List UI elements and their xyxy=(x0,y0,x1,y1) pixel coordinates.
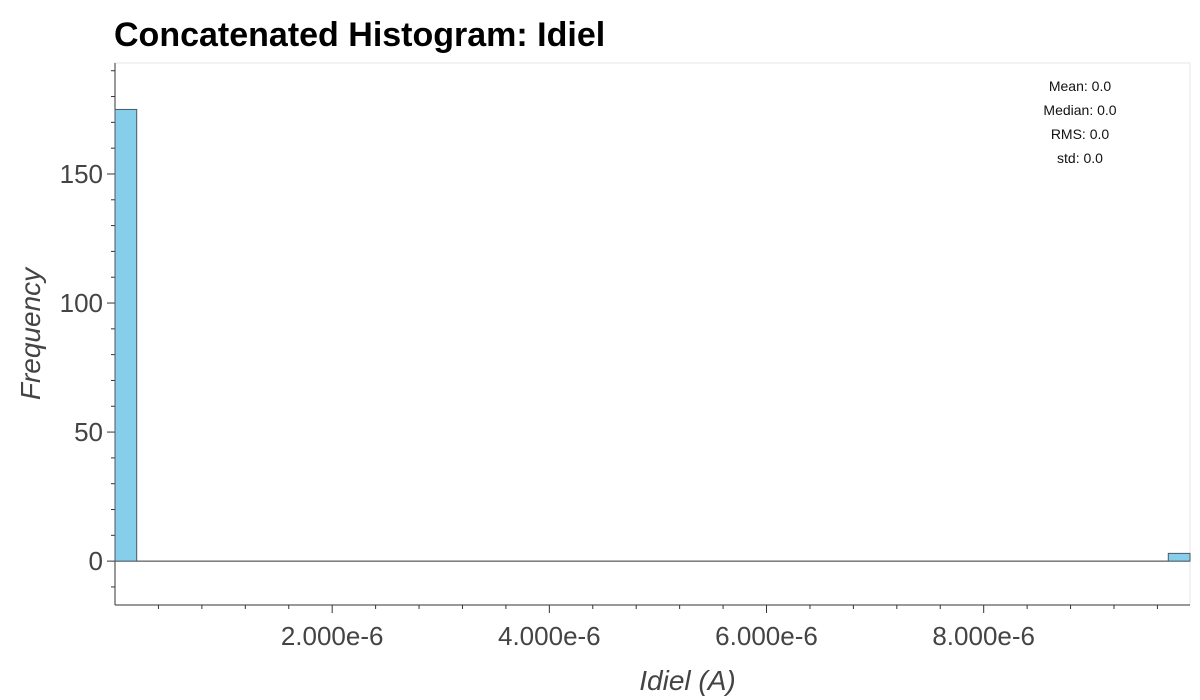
histogram-bar xyxy=(114,108,138,562)
stat-text: Median: 0.0 xyxy=(1043,102,1116,118)
histogram-bar xyxy=(1167,552,1191,562)
y-tick-label: 0 xyxy=(89,546,103,576)
y-tick-label: 50 xyxy=(74,417,103,447)
x-tick-label: 6.000e-6 xyxy=(715,621,818,651)
stat-text: RMS: 0.0 xyxy=(1051,126,1110,142)
x-tick-label: 4.000e-6 xyxy=(498,621,601,651)
x-tick-label: 2.000e-6 xyxy=(281,621,384,651)
y-axis-label: Frequency xyxy=(15,266,46,400)
y-tick-label: 100 xyxy=(60,288,103,318)
x-axis-label: Idiel (A) xyxy=(639,665,735,696)
stat-text: Mean: 0.0 xyxy=(1049,78,1111,94)
stat-text: std: 0.0 xyxy=(1057,150,1103,166)
x-tick-label: 8.000e-6 xyxy=(932,621,1035,651)
plot-frame xyxy=(114,62,1191,606)
y-tick-label: 150 xyxy=(60,159,103,189)
chart-title: Concatenated Histogram: Idiel xyxy=(114,16,606,54)
